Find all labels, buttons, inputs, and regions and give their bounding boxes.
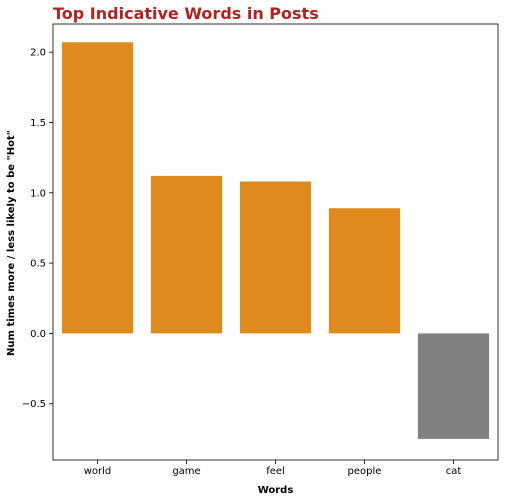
chart-title: Top Indicative Words in Posts bbox=[53, 4, 319, 23]
y-axis: −0.5 0.0 0.5 1.0 1.5 2.0 bbox=[22, 48, 53, 410]
y-tick-label: −0.5 bbox=[22, 399, 46, 410]
x-tick-label-feel: feel bbox=[266, 466, 285, 477]
bars bbox=[61, 42, 490, 439]
y-tick-label: 0.0 bbox=[30, 329, 46, 340]
x-axis-label: Words bbox=[258, 485, 294, 496]
x-tick-label-cat: cat bbox=[446, 466, 462, 477]
y-axis-label: Num times more / less likely to be "Hot" bbox=[6, 130, 17, 356]
y-tick-label: 1.0 bbox=[30, 188, 46, 199]
y-tick-label: 0.5 bbox=[30, 259, 46, 270]
bar-cat bbox=[417, 333, 490, 439]
x-tick-label-people: people bbox=[348, 466, 382, 477]
bar-feel bbox=[239, 181, 312, 334]
bar-game bbox=[150, 175, 223, 334]
x-tick-label-world: world bbox=[84, 466, 112, 477]
x-axis: world game feel people cat bbox=[84, 460, 462, 477]
bar-people bbox=[328, 208, 401, 334]
x-tick-label-game: game bbox=[172, 466, 200, 477]
y-tick-label: 2.0 bbox=[30, 48, 46, 59]
bar-world bbox=[61, 42, 134, 334]
y-tick-label: 1.5 bbox=[30, 118, 46, 129]
